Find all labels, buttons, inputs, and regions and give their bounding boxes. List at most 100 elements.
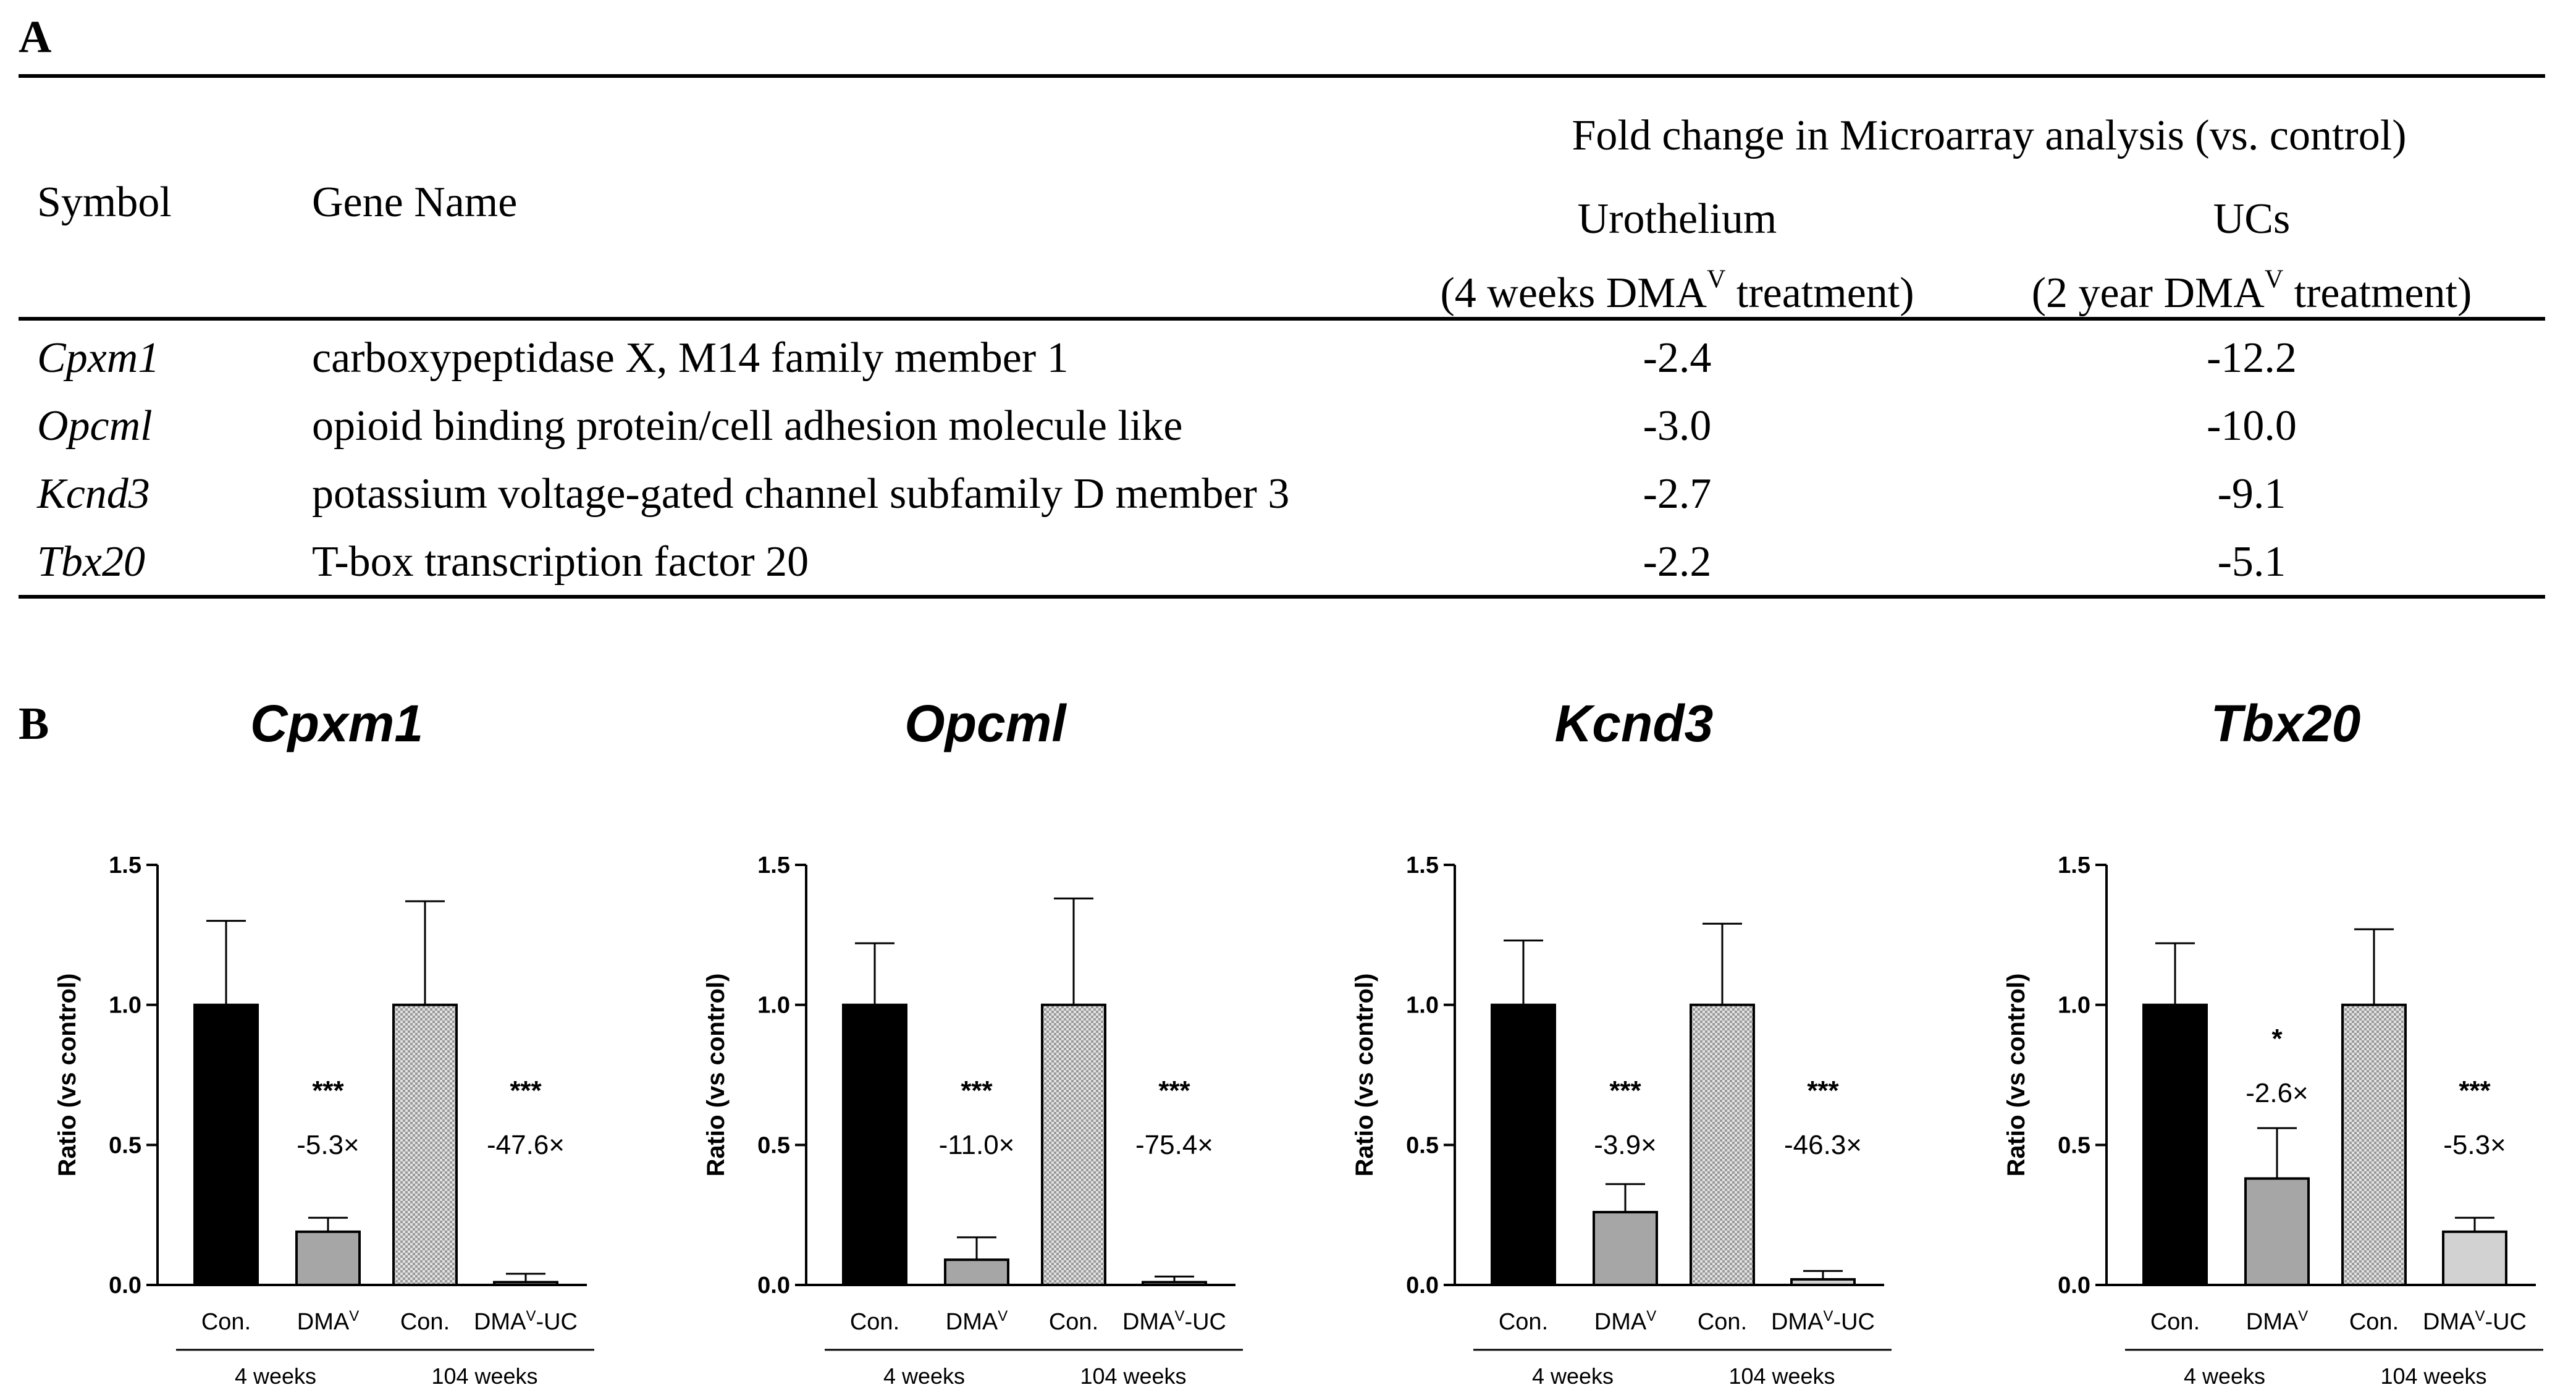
x-category-label: Con.	[1499, 1309, 1548, 1335]
group-label: 4 weeks	[235, 1363, 316, 1389]
fold-change-label: -5.3×	[297, 1130, 360, 1160]
bar-3	[1690, 1003, 1755, 1287]
row-urothelium-value: -2.4	[1643, 334, 1712, 382]
row-gene-name: potassium voltage-gated channel subfamil…	[312, 470, 1290, 518]
row-gene-name: opioid binding protein/cell adhesion mol…	[312, 402, 1183, 450]
table-top-rule	[19, 74, 2545, 78]
header-symbol: Symbol	[37, 179, 172, 226]
fold-change-table: Symbol Gene Name Fold change in Microarr…	[19, 0, 2545, 618]
chart-title: Opcml	[904, 694, 1067, 752]
fold-change-label: -2.6×	[2246, 1078, 2309, 1108]
row-ucs-value: -9.1	[2217, 470, 2286, 518]
fold-change-label: -11.0×	[939, 1130, 1015, 1160]
bar-1	[2142, 1003, 2208, 1287]
chart-cpxm1: Cpxm1 Ratio (vs control) 0.0 0.5 1.0 1.5 Con. D…	[54, 694, 594, 1389]
y-tick-label: 1.0	[2058, 993, 2090, 1019]
significance-label: ***	[510, 1076, 542, 1106]
y-axis-label: Ratio (vs control)	[54, 974, 81, 1177]
y-tick-label: 0.0	[757, 1273, 790, 1299]
row-urothelium-value: -2.2	[1643, 538, 1712, 586]
significance-label: ***	[1158, 1076, 1190, 1106]
panel-a-label: A	[19, 12, 52, 62]
x-category-label: Con.	[850, 1309, 899, 1335]
row-symbol: Opcml	[37, 402, 153, 450]
x-category-label: Con.	[2150, 1309, 2200, 1335]
group-label: 104 weeks	[1728, 1363, 1835, 1389]
panel-b-label: B	[19, 699, 49, 749]
x-category-label: DMAV	[1594, 1308, 1656, 1335]
x-category-label: Con.	[2349, 1309, 2399, 1335]
bar-2	[295, 1230, 361, 1286]
y-tick-label: 0.0	[2058, 1273, 2090, 1299]
y-tick-label: 0.5	[1406, 1132, 1439, 1158]
chart-title: Cpxm1	[250, 694, 423, 752]
x-category-label: Con.	[201, 1309, 251, 1335]
row-symbol: Tbx20	[37, 538, 145, 586]
y-tick-label: 0.0	[1406, 1273, 1439, 1299]
fold-change-label: -5.3×	[2443, 1130, 2506, 1160]
y-tick-label: 0.5	[2058, 1132, 2090, 1158]
bar-4	[493, 1281, 558, 1287]
x-category-label: DMAV	[297, 1308, 359, 1335]
row-symbol: Kcnd3	[37, 470, 150, 518]
row-gene-name: carboxypeptidase X, M14 family member 1	[312, 334, 1069, 382]
significance-label: ***	[312, 1076, 344, 1106]
chart-tbx20: Tbx20 Ratio (vs control) 0.0 0.5 1.0 1.5 Con. D…	[2003, 694, 2543, 1389]
y-tick-label: 0.5	[109, 1132, 141, 1158]
group-label: 4 weeks	[1532, 1363, 1614, 1389]
header-ucs-treatment: (2 year DMAV treatment)	[2031, 265, 2472, 317]
row-ucs-value: -5.1	[2217, 538, 2286, 586]
bar-3	[1041, 1003, 1106, 1287]
bar-2	[944, 1258, 1009, 1287]
row-symbol: Cpxm1	[37, 334, 160, 382]
bar-4	[1142, 1281, 1207, 1287]
bar-4	[1790, 1278, 1856, 1287]
row-urothelium-value: -3.0	[1643, 402, 1712, 450]
group-label: 104 weeks	[2380, 1363, 2486, 1389]
y-tick-label: 1.5	[1406, 853, 1439, 878]
y-axis-label: Ratio (vs control)	[2003, 974, 2030, 1177]
x-category-label: DMAV	[946, 1308, 1008, 1335]
bar-3	[2341, 1003, 2407, 1287]
y-tick-label: 1.0	[109, 993, 141, 1019]
header-urothelium: Urothelium	[1577, 195, 1777, 243]
significance-label: ***	[1807, 1076, 1839, 1106]
y-axis-label: Ratio (vs control)	[1351, 974, 1378, 1177]
bar-charts: Cpxm1 Ratio (vs control) 0.0 0.5 1.0 1.5 Con. D…	[54, 694, 2543, 1389]
group-label: 4 weeks	[883, 1363, 965, 1389]
row-ucs-value: -10.0	[2207, 402, 2297, 450]
bar-2	[2244, 1177, 2310, 1286]
header-ucs: UCs	[2213, 195, 2291, 243]
group-label: 104 weeks	[1080, 1363, 1186, 1389]
y-axis-label: Ratio (vs control)	[702, 974, 730, 1177]
x-category-label: Con.	[400, 1309, 450, 1335]
table-header-rule	[19, 317, 2545, 321]
table-bottom-rule	[19, 595, 2545, 599]
significance-label: ***	[2459, 1076, 2491, 1106]
bar-3	[392, 1003, 458, 1287]
header-urothelium-treatment: (4 weeks DMAV treatment)	[1440, 265, 1914, 317]
bar-1	[842, 1003, 907, 1287]
row-ucs-value: -12.2	[2207, 334, 2297, 382]
header-gene-name: Gene Name	[312, 179, 518, 226]
significance-label: *	[2271, 1024, 2283, 1054]
y-tick-label: 1.0	[1406, 993, 1439, 1019]
x-category-label: Con.	[1698, 1309, 1747, 1335]
bar-4	[2442, 1230, 2507, 1286]
bar-1	[1491, 1003, 1556, 1287]
group-label: 4 weeks	[2184, 1363, 2265, 1389]
header-fold-change: Fold change in Microarray analysis (vs. …	[1572, 112, 2407, 159]
y-tick-label: 1.5	[2058, 853, 2090, 878]
chart-opcml: Opcml Ratio (vs control) 0.0 0.5 1.0 1.5 Con. D…	[702, 694, 1243, 1389]
fold-change-label: -75.4×	[1135, 1130, 1213, 1160]
y-tick-label: 0.5	[757, 1132, 790, 1158]
bar-2	[1593, 1211, 1658, 1287]
fold-change-label: -47.6×	[487, 1130, 565, 1160]
y-tick-label: 0.0	[109, 1273, 141, 1299]
chart-title: Tbx20	[2211, 694, 2361, 752]
group-label: 104 weeks	[431, 1363, 537, 1389]
y-tick-label: 1.5	[757, 853, 790, 878]
x-category-label: DMAV-UC	[2423, 1308, 2527, 1335]
chart-kcnd3: Kcnd3 Ratio (vs control) 0.0 0.5 1.0 1.5 Con. D…	[1351, 694, 1892, 1389]
bar-1	[193, 1003, 259, 1287]
